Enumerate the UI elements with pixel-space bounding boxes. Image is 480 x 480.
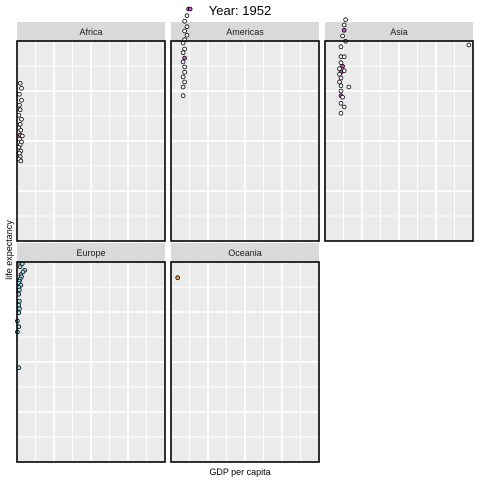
data-point-africa	[19, 128, 23, 132]
data-point-asia	[344, 18, 348, 22]
data-point-africa	[19, 159, 23, 163]
data-point-africa	[20, 117, 24, 121]
data-point-americas	[181, 85, 185, 89]
data-point-asia	[342, 55, 346, 59]
data-point-europe	[18, 288, 22, 292]
data-point-asia	[467, 43, 471, 47]
data-point-americas	[183, 70, 187, 74]
data-point-africa	[18, 108, 22, 112]
data-point-asia	[341, 34, 345, 38]
data-point-americas	[188, 7, 192, 11]
data-point-americas	[185, 25, 189, 29]
data-point-americas	[181, 60, 185, 64]
data-point-americas	[183, 47, 187, 51]
data-point-asia	[339, 111, 343, 115]
data-point-asia	[342, 28, 346, 32]
data-point-africa	[20, 98, 24, 102]
data-point-americas	[183, 56, 187, 60]
data-point-africa	[18, 92, 22, 96]
data-point-oceania	[176, 276, 180, 280]
data-point-europe	[18, 307, 22, 311]
facet-label-africa: Africa	[79, 27, 102, 37]
data-point-africa	[18, 81, 22, 85]
data-point-americas	[181, 75, 185, 79]
data-point-americas	[185, 14, 189, 18]
data-point-americas	[181, 94, 185, 98]
data-point-asia	[338, 80, 342, 84]
data-point-asia	[339, 45, 343, 49]
data-point-africa	[20, 86, 24, 90]
data-point-americas	[185, 33, 189, 37]
data-point-asia	[339, 89, 343, 93]
facet-label-europe: Europe	[76, 248, 105, 258]
data-point-americas	[183, 29, 187, 33]
data-point-americas	[183, 80, 187, 84]
facet-label-oceania: Oceania	[228, 248, 262, 258]
data-point-asia	[339, 84, 343, 88]
data-point-africa	[18, 103, 22, 107]
data-point-americas	[181, 51, 185, 55]
facet-label-americas: Americas	[226, 27, 264, 37]
data-point-asia	[338, 72, 342, 76]
data-point-americas	[183, 19, 187, 23]
data-point-asia	[341, 95, 345, 99]
data-point-asia	[342, 23, 346, 27]
data-point-asia	[342, 105, 346, 109]
data-point-europe	[18, 265, 22, 269]
data-point-asia	[339, 101, 343, 105]
data-point-asia	[347, 85, 351, 89]
data-point-americas	[183, 65, 187, 69]
data-point-europe	[18, 299, 22, 303]
data-point-africa	[18, 122, 22, 126]
facet-label-asia: Asia	[390, 27, 408, 37]
data-point-asia	[339, 76, 343, 80]
